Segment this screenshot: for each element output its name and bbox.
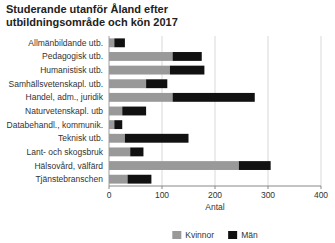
bar [109, 66, 170, 75]
bar [114, 38, 125, 47]
title: Studerande utanför Åland efterutbildning… [6, 3, 178, 28]
category-label: Teknisk utb. [58, 133, 103, 143]
grid [109, 36, 321, 186]
bar [109, 79, 146, 88]
bar [114, 120, 122, 129]
bar [109, 107, 122, 116]
tick-label: 0 [107, 190, 112, 200]
bar [122, 107, 146, 116]
legend-swatch [228, 231, 237, 239]
legend-item: Män [228, 230, 258, 240]
category-label: Databehandl., kommunik. [7, 120, 103, 130]
bar [109, 147, 130, 156]
bar [239, 161, 271, 170]
legend-label: Män [241, 230, 258, 240]
bars [109, 38, 271, 183]
category-label: Hälsovård, välfärd [34, 161, 103, 171]
bar [109, 52, 173, 61]
x-axis: 0 100 200 300 400 [107, 186, 329, 200]
bar [146, 79, 167, 88]
bar [109, 175, 128, 184]
tick-label: 200 [208, 190, 222, 200]
grid-line [321, 36, 322, 186]
legend-item: Kvinnor [172, 230, 214, 240]
legend: Kvinnor Män [172, 230, 258, 240]
tick-label: 100 [155, 190, 169, 200]
bar [128, 175, 152, 184]
category-label: Allmänbildande utb. [28, 38, 103, 48]
category-label: Lant- och skogsbruk [26, 147, 103, 157]
bar [173, 93, 255, 102]
bar [173, 52, 202, 61]
chart: Studerande utanför Åland efterutbildning… [0, 0, 335, 243]
bar [170, 66, 204, 75]
category-label: Tjänstebranschen [35, 174, 103, 184]
category-label: Samhällsvetenskapl. utb. [9, 79, 104, 89]
tick-label: 300 [261, 190, 275, 200]
tick-label: 400 [314, 190, 328, 200]
x-axis-line [109, 186, 321, 187]
category-label: Pedagogisk utb. [42, 51, 103, 61]
bar [130, 147, 143, 156]
y-axis: Allmänbildande utb. Pedagogisk utb. Humani… [7, 36, 109, 186]
category-label: Handel, adm., juridik [26, 92, 104, 102]
category-label: Naturvetenskapl. utb [25, 106, 103, 116]
bar [109, 161, 239, 170]
legend-label: Kvinnor [185, 230, 214, 240]
x-axis-label: Antal [205, 202, 224, 212]
bar [109, 134, 125, 143]
bar [109, 38, 114, 47]
category-label: Humanistisk utb. [40, 65, 103, 75]
legend-swatch [172, 231, 181, 239]
bar [109, 120, 114, 129]
bar [125, 134, 189, 143]
bar [109, 93, 173, 102]
